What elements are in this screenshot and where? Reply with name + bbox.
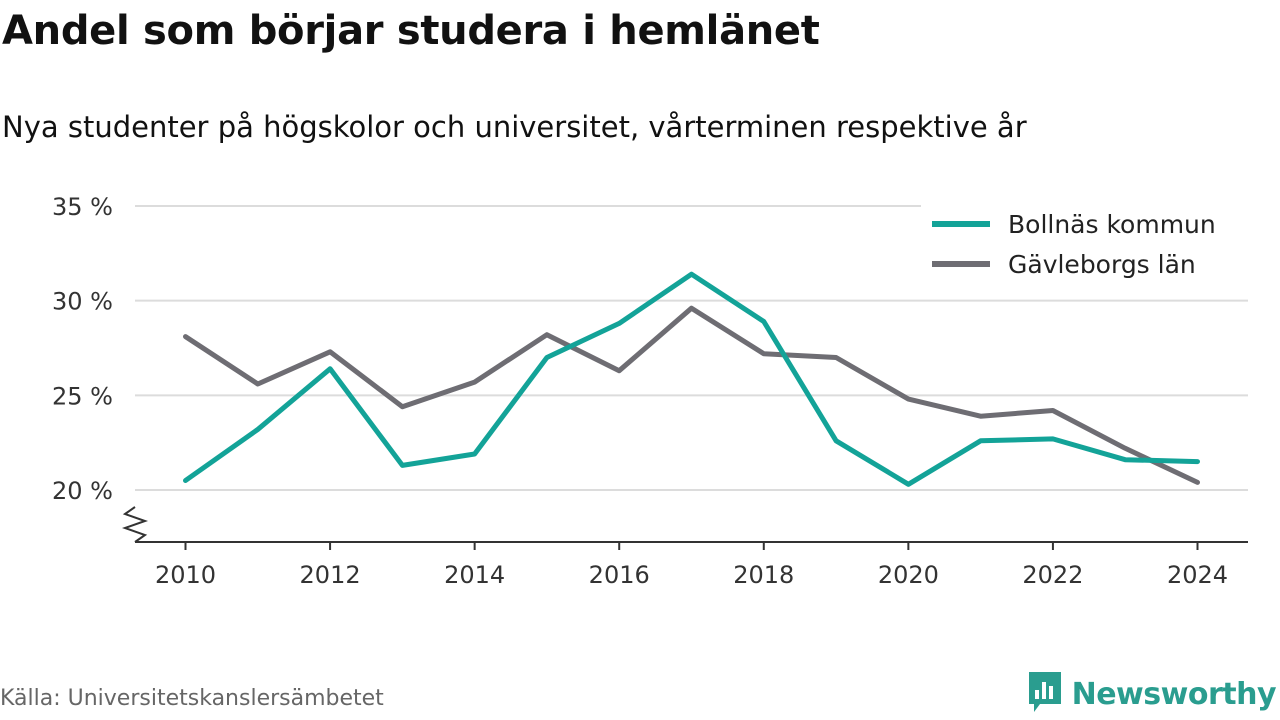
x-axis xyxy=(121,506,1248,543)
chart-title: Andel som börjar studera i hemlänet xyxy=(2,8,820,54)
x-tick-label: 2014 xyxy=(444,561,505,589)
source-note: Källa: Universitetskanslersämbetet xyxy=(0,686,384,711)
series-lines xyxy=(183,271,1200,487)
y-tick-label: 20 % xyxy=(52,477,113,505)
axis-break-icon xyxy=(121,506,149,543)
y-tick-label: 30 % xyxy=(52,288,113,316)
legend: Bollnäs kommun Gävleborgs län xyxy=(921,204,1257,288)
x-tick-label: 2012 xyxy=(300,561,361,589)
y-tick-label: 25 % xyxy=(52,382,113,410)
x-tick-label: 2016 xyxy=(589,561,650,589)
series-line xyxy=(183,305,1200,485)
series-line xyxy=(183,271,1200,487)
x-tick-label: 2024 xyxy=(1167,561,1228,589)
brand-logo: Newsworthy xyxy=(1026,670,1277,718)
brand-name: Newsworthy xyxy=(1071,676,1277,712)
x-axis-ticks: 2010 2012 2014 2016 2018 2020 2022 2024 xyxy=(155,542,1228,589)
bar-chart-speech-bubble-icon xyxy=(1026,670,1064,718)
x-tick-label: 2022 xyxy=(1022,561,1083,589)
x-tick-label: 2020 xyxy=(878,561,939,589)
y-axis-ticks: 20 % 25 % 30 % 35 % xyxy=(52,193,113,505)
x-tick-label: 2010 xyxy=(155,561,216,589)
legend-label: Bollnäs kommun xyxy=(1008,210,1216,239)
chart-subtitle: Nya studenter på högskolor och universit… xyxy=(2,110,1027,144)
y-tick-label: 35 % xyxy=(52,193,113,221)
legend-background xyxy=(921,204,1257,288)
x-tick-label: 2018 xyxy=(733,561,794,589)
legend-label: Gävleborgs län xyxy=(1008,250,1196,279)
